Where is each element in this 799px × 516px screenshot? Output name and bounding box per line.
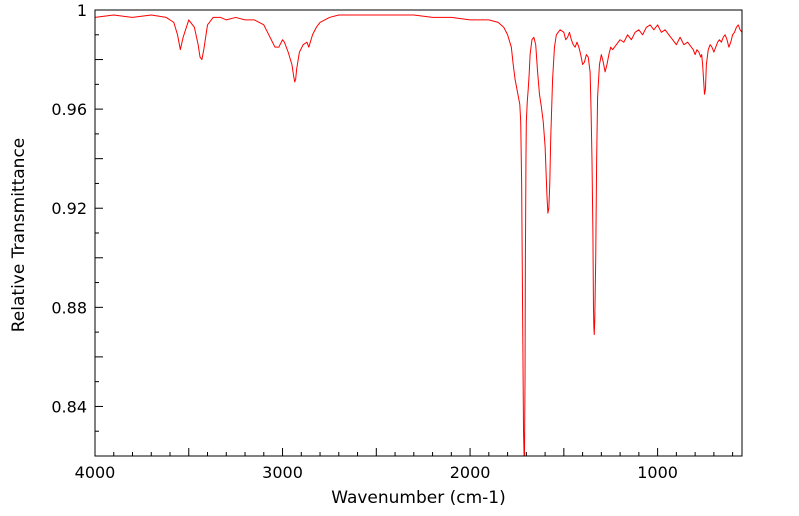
x-tick-labels: 4000 3000 2000 1000 — [75, 463, 678, 482]
x-tick-label: 3000 — [262, 463, 303, 482]
x-tick-label: 4000 — [75, 463, 116, 482]
y-axis-title: Relative Transmittance — [9, 138, 29, 333]
x-tick-label: 2000 — [450, 463, 491, 482]
y-tick-label: 0.88 — [51, 298, 87, 317]
plot-frame — [94, 9, 743, 457]
x-axis-title: Wavenumber (cm-1) — [331, 488, 506, 508]
axis-ticks — [94, 9, 734, 457]
y-tick-labels: 0.84 0.88 0.92 0.96 1 — [51, 1, 87, 416]
spectrum-line — [94, 14, 743, 457]
x-tick-label: 1000 — [637, 463, 678, 482]
y-tick-label: 1 — [77, 1, 87, 20]
y-tick-label: 0.92 — [51, 199, 87, 218]
y-tick-label: 0.96 — [51, 100, 87, 119]
y-tick-label: 0.84 — [51, 397, 87, 416]
